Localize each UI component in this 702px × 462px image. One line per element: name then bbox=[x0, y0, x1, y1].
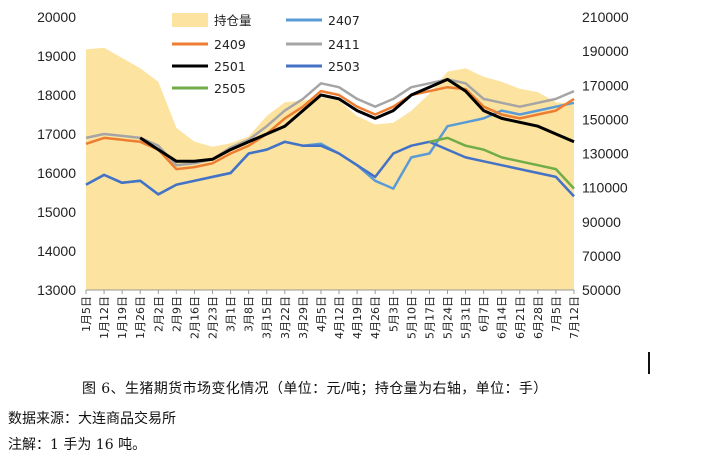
x-axis-tick-label: 1月26日 bbox=[134, 296, 147, 339]
x-axis-tick-label: 4月19日 bbox=[351, 296, 364, 339]
x-axis-tick-label: 6月21日 bbox=[514, 296, 527, 339]
legend-label: 2503 bbox=[328, 59, 360, 74]
series-line-2409 bbox=[85, 85, 575, 171]
x-axis-tick-label: 7月5日 bbox=[550, 296, 563, 332]
x-axis-tick-label: 3月22日 bbox=[279, 296, 292, 339]
x-axis-tick-label: 1月19日 bbox=[116, 296, 129, 339]
x-axis-tick-label: 6月28日 bbox=[532, 296, 545, 339]
left-axis-tick: 14000 bbox=[37, 243, 76, 259]
right-axis-tick: 110000 bbox=[582, 180, 628, 196]
right-axis-tick: 70000 bbox=[582, 248, 621, 264]
series-line-2503 bbox=[85, 140, 575, 198]
x-axis-tick-label: 3月29日 bbox=[297, 296, 310, 339]
x-axis-tick-label: 5月17日 bbox=[423, 296, 436, 339]
legend-swatch-area bbox=[172, 13, 208, 27]
x-axis-tick-label: 3月8日 bbox=[243, 296, 256, 332]
left-axis-tick: 17000 bbox=[37, 126, 76, 142]
series-line-2501 bbox=[139, 77, 575, 163]
x-axis-tick-label: 2月16日 bbox=[188, 296, 201, 339]
right-axis-tick: 170000 bbox=[582, 77, 629, 93]
legend-label: 2505 bbox=[214, 81, 246, 96]
text-cursor bbox=[648, 352, 650, 374]
data-source-note: 数据来源：大连商品交易所 bbox=[8, 411, 176, 427]
x-axis-tick-label: 2月2日 bbox=[152, 296, 165, 332]
x-axis-tick-label: 6月7日 bbox=[478, 296, 491, 332]
right-axis-tick: 90000 bbox=[582, 214, 621, 230]
left-axis-tick: 13000 bbox=[37, 282, 76, 298]
x-axis-tick-label: 5月10日 bbox=[405, 296, 418, 339]
right-axis-tick: 50000 bbox=[582, 282, 621, 298]
figure-caption: 图 6、生猪期货市场变化情况（单位：元/吨；持仓量为右轴，单位：手） bbox=[82, 381, 548, 397]
left-axis-tick: 18000 bbox=[37, 87, 76, 103]
left-axis-tick: 20000 bbox=[37, 9, 76, 25]
x-axis-tick-label: 6月14日 bbox=[496, 296, 509, 339]
right-axis-tick: 210000 bbox=[582, 9, 629, 25]
legend-label: 2411 bbox=[328, 37, 360, 52]
right-axis-tick: 190000 bbox=[582, 43, 629, 59]
x-axis-tick-label: 4月5日 bbox=[315, 296, 328, 332]
x-axis-tick-label: 5月3日 bbox=[387, 296, 400, 332]
x-axis-tick-label: 1月12日 bbox=[98, 296, 111, 339]
x-axis-tick-label: 7月12日 bbox=[568, 296, 581, 339]
futures-chart: 13000 14000 15000 16000 17000 18000 19000 20000… bbox=[37, 9, 629, 339]
right-axis-tick: 150000 bbox=[582, 111, 629, 127]
right-axis-tick: 130000 bbox=[582, 146, 629, 162]
x-axis-tick-label: 3月15日 bbox=[261, 296, 274, 339]
legend-label: 2409 bbox=[214, 37, 246, 52]
series-line-2505 bbox=[429, 136, 575, 190]
x-axis-tick-label: 1月5日 bbox=[80, 296, 93, 332]
unit-note: 注解：1 手为 16 吨。 bbox=[8, 437, 147, 453]
series-area-open-interest bbox=[86, 47, 574, 291]
x-axis-tick-label: 4月12日 bbox=[333, 296, 346, 339]
x-axis-tick-label: 2月9日 bbox=[170, 296, 183, 332]
legend-label: 持仓量 bbox=[214, 13, 252, 28]
left-axis-tick: 19000 bbox=[37, 48, 76, 64]
legend-label: 2501 bbox=[214, 59, 246, 74]
left-axis-tick: 15000 bbox=[37, 204, 76, 220]
x-axis-tick-label: 3月1日 bbox=[225, 296, 238, 332]
x-axis-tick-label: 5月31日 bbox=[460, 296, 473, 339]
x-axis-tick-label: 5月24日 bbox=[441, 296, 454, 339]
x-axis-tick-label: 2月23日 bbox=[207, 296, 220, 339]
x-axis-tick-label: 4月26日 bbox=[369, 296, 382, 339]
legend-label: 2407 bbox=[328, 13, 360, 28]
left-axis-tick: 16000 bbox=[37, 165, 76, 181]
